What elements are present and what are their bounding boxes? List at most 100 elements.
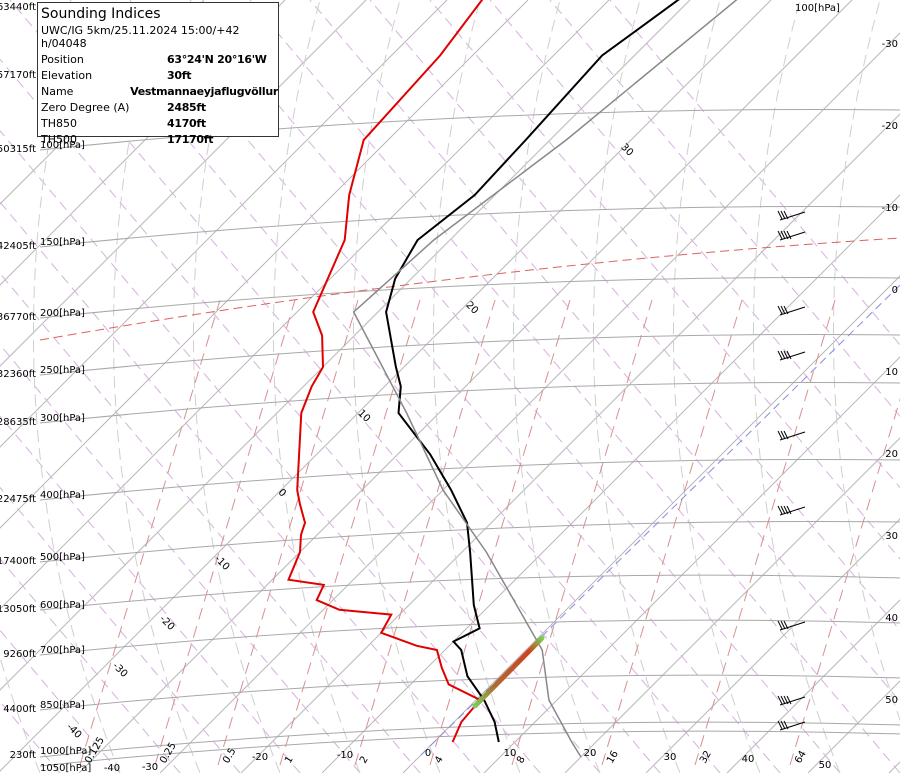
mixing-ratio-label: 8 (515, 754, 528, 765)
mixing-ratio-label: 64 (793, 749, 809, 766)
dewpoint-profile-line (287, 0, 484, 743)
isotherm-line (240, 113, 900, 773)
mixing-ratio-label: 1 (283, 754, 296, 765)
pressure-label: 100[hPa] (40, 140, 85, 151)
isobar-line (39, 619, 900, 656)
isotherm-line (0, 0, 610, 610)
pressure-label: 300[hPa] (40, 413, 85, 424)
moist-adiabat-line (272, 0, 361, 773)
isotherm-line (78, 0, 853, 773)
mixing-ratio-label: 32 (698, 749, 714, 766)
isotherm-line (645, 518, 900, 773)
temperature-tick-label: 50 (819, 760, 832, 771)
altitude-label: 17400ft (0, 556, 36, 567)
mixing-ratio-line (217, 299, 359, 766)
altitude-label: 22475ft (0, 494, 36, 505)
moist-adiabat-line (0, 0, 41, 773)
isotherm-label: -40 (64, 722, 83, 741)
wind-barb-icon (777, 620, 806, 631)
info-title: Sounding Indices (41, 6, 161, 22)
pressure-label: 100[hPa] (795, 3, 840, 14)
altitude-label: 13050ft (0, 604, 36, 615)
isotherm-line (564, 437, 900, 773)
altitude-label: 63440ft (0, 2, 36, 13)
info-value: 30ft (167, 69, 192, 82)
pressure-label: 1000[hPa] (40, 746, 91, 757)
mixing-ratio-line (601, 299, 743, 766)
dry-adiabat-line (609, 0, 900, 346)
info-label: TH500 (41, 133, 77, 146)
right-temperature-label: 10 (885, 367, 898, 378)
wind-barb-icon (777, 505, 806, 516)
isobar-line (39, 109, 900, 151)
isobar-line (39, 459, 900, 501)
mixing-ratio-line (789, 397, 900, 766)
right-temperature-label: 0 (892, 285, 898, 296)
info-value: 4170ft (167, 117, 206, 130)
info-label: Position (41, 53, 84, 66)
info-value: 63°24'N 20°16'W (167, 53, 267, 66)
parcel-profile-line (352, 0, 738, 758)
isobar-line (39, 382, 900, 424)
altitude-label: 36770ft (0, 312, 36, 323)
temperature-tick-label: 0 (425, 748, 431, 759)
temperature-profile-line (385, 0, 680, 743)
isotherm-label: 0 (276, 487, 288, 499)
dry-adiabat-line (309, 0, 900, 703)
altitude-label: 28635ft (0, 417, 36, 428)
pressure-label: 250[hPa] (40, 365, 85, 376)
info-row-th500: TH500 17170ft (38, 132, 278, 148)
dry-adiabat-line (549, 0, 900, 418)
pressure-label: 500[hPa] (40, 552, 85, 563)
cloud-layer-indicator (472, 635, 545, 709)
right-temperature-label: -20 (882, 121, 898, 132)
pressure-label: 150[hPa] (40, 237, 85, 248)
right-temperature-label: 50 (885, 695, 898, 706)
isotherm-line (807, 680, 900, 773)
altitude-label: 50315ft (0, 144, 36, 155)
moist-adiabat-line (672, 0, 761, 773)
info-value: Vestmannaeyjaflugvöllur (130, 85, 278, 98)
altitude-label: 230ft (10, 750, 36, 761)
isotherm-line (726, 599, 900, 773)
isotherm-label: 20 (463, 300, 480, 317)
wind-barb-icon (777, 430, 806, 441)
mixing-ratio-label: 4 (433, 754, 446, 765)
info-row-name: Name Vestmannaeyjaflugvöllur (38, 84, 278, 100)
mixing-ratio-line (511, 299, 653, 766)
moist-adiabat-line (752, 0, 841, 773)
wind-barb-icon (777, 720, 806, 731)
mixing-ratio-label: 16 (605, 749, 621, 766)
temperature-tick-label: -40 (104, 763, 120, 773)
mixing-ratio-line (79, 299, 221, 766)
dry-adiabat-line (369, 0, 900, 632)
temperature-tick-label: 40 (742, 754, 755, 765)
mixing-ratio-line (154, 299, 296, 766)
isotherm-label: 10 (355, 408, 372, 425)
info-label: Elevation (41, 69, 93, 82)
dry-adiabat-line (0, 201, 481, 773)
pressure-label: 600[hPa] (40, 600, 85, 611)
wind-barb-icon (777, 695, 806, 706)
dry-adiabat-line (0, 486, 241, 773)
isotherm-line (0, 0, 529, 529)
temperature-tick-label: -30 (142, 762, 158, 773)
altitude-label: 57170ft (0, 70, 36, 81)
moist-adiabat-line (432, 0, 521, 773)
info-row-th850: TH850 4170ft (38, 116, 278, 132)
right-temperature-label: -30 (882, 39, 898, 50)
right-temperature-label: 30 (885, 531, 898, 542)
info-row-zero-degree: Zero Degree (A) 2485ft (38, 100, 278, 116)
mixing-ratio-label: 2 (358, 754, 371, 765)
right-temperature-label: -10 (882, 203, 898, 214)
model-run: UWC/IG 5km/25.11.2024 15:00/+42 h/04048 (41, 24, 240, 50)
right-temperature-label: 40 (885, 613, 898, 624)
isobar-line (39, 206, 900, 248)
info-value: 2485ft (167, 101, 206, 114)
temperature-tick-label: -10 (337, 750, 353, 761)
pressure-label: 400[hPa] (40, 490, 85, 501)
isotherm-line (0, 0, 691, 691)
temperature-tick-label: 20 (584, 748, 597, 759)
info-label: Zero Degree (A) (41, 101, 130, 114)
